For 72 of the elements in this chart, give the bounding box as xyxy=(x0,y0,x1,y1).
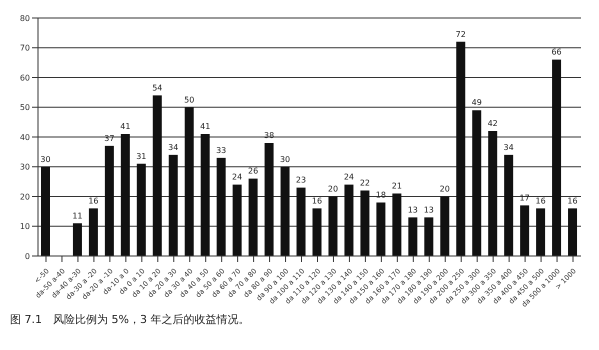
data-label: 16 xyxy=(535,196,546,206)
bar xyxy=(328,196,338,256)
bar xyxy=(312,208,322,256)
bar xyxy=(41,166,50,256)
bar xyxy=(504,154,514,256)
y-tick-label: 60 xyxy=(20,73,30,82)
data-label: 66 xyxy=(551,48,562,57)
y-tick-label: 10 xyxy=(20,222,30,232)
data-label: 34 xyxy=(168,142,178,152)
data-label: 72 xyxy=(456,30,466,39)
bar xyxy=(392,194,402,256)
bar xyxy=(472,110,482,256)
data-label: 16 xyxy=(567,196,578,206)
y-tick-label: 20 xyxy=(20,192,30,202)
data-label: 20 xyxy=(328,184,338,194)
data-label: 20 xyxy=(440,184,450,194)
bar xyxy=(376,202,386,256)
bar xyxy=(296,188,306,256)
bar xyxy=(136,164,146,256)
bar xyxy=(568,208,578,256)
data-label: 34 xyxy=(504,142,514,152)
data-label: 49 xyxy=(472,98,482,108)
y-tick-label: 80 xyxy=(20,14,30,23)
bar xyxy=(184,107,194,256)
bar xyxy=(264,142,274,256)
y-tick-label: 70 xyxy=(20,44,30,53)
y-tick-label: 40 xyxy=(20,132,30,142)
data-label: 24 xyxy=(232,172,242,182)
data-label: 16 xyxy=(88,196,99,206)
data-label: 13 xyxy=(424,205,434,214)
bar xyxy=(120,134,130,256)
data-label: 31 xyxy=(136,152,146,161)
data-label: 41 xyxy=(120,122,130,132)
bar xyxy=(232,184,242,256)
data-label: 30 xyxy=(40,154,51,164)
data-label: 50 xyxy=(184,95,194,104)
caption: 图 7.1 风险比例为 5%，3 年之后的收益情况。 xyxy=(9,312,250,327)
data-label: 11 xyxy=(72,211,83,220)
bar xyxy=(248,178,258,256)
bar xyxy=(344,184,354,256)
bar xyxy=(88,208,98,256)
data-label: 26 xyxy=(248,166,258,176)
bar xyxy=(168,154,178,256)
bar xyxy=(456,42,466,256)
bar xyxy=(552,60,562,256)
bar xyxy=(488,131,498,256)
data-label: 23 xyxy=(296,176,306,185)
data-label: 54 xyxy=(152,83,162,92)
bar xyxy=(520,205,530,256)
data-label: 24 xyxy=(344,172,354,182)
bar xyxy=(216,158,226,256)
data-label: 16 xyxy=(312,196,322,206)
bar xyxy=(280,166,290,256)
bar xyxy=(152,95,162,256)
y-tick-label: 0 xyxy=(24,252,30,261)
bar xyxy=(200,134,210,256)
bar xyxy=(424,217,434,256)
data-label: 33 xyxy=(216,146,226,155)
bar xyxy=(104,146,114,256)
data-label: 41 xyxy=(200,122,210,132)
bar xyxy=(72,223,82,256)
data-label: 22 xyxy=(360,178,370,188)
bar xyxy=(408,217,418,256)
bar xyxy=(536,208,546,256)
bar xyxy=(440,196,450,256)
data-label: 30 xyxy=(280,154,290,164)
bar xyxy=(360,190,370,256)
y-tick-label: 50 xyxy=(20,103,30,112)
data-label: 13 xyxy=(408,205,418,214)
data-label: 42 xyxy=(488,119,498,128)
data-label: 21 xyxy=(392,182,402,191)
y-tick-label: 30 xyxy=(20,162,30,172)
